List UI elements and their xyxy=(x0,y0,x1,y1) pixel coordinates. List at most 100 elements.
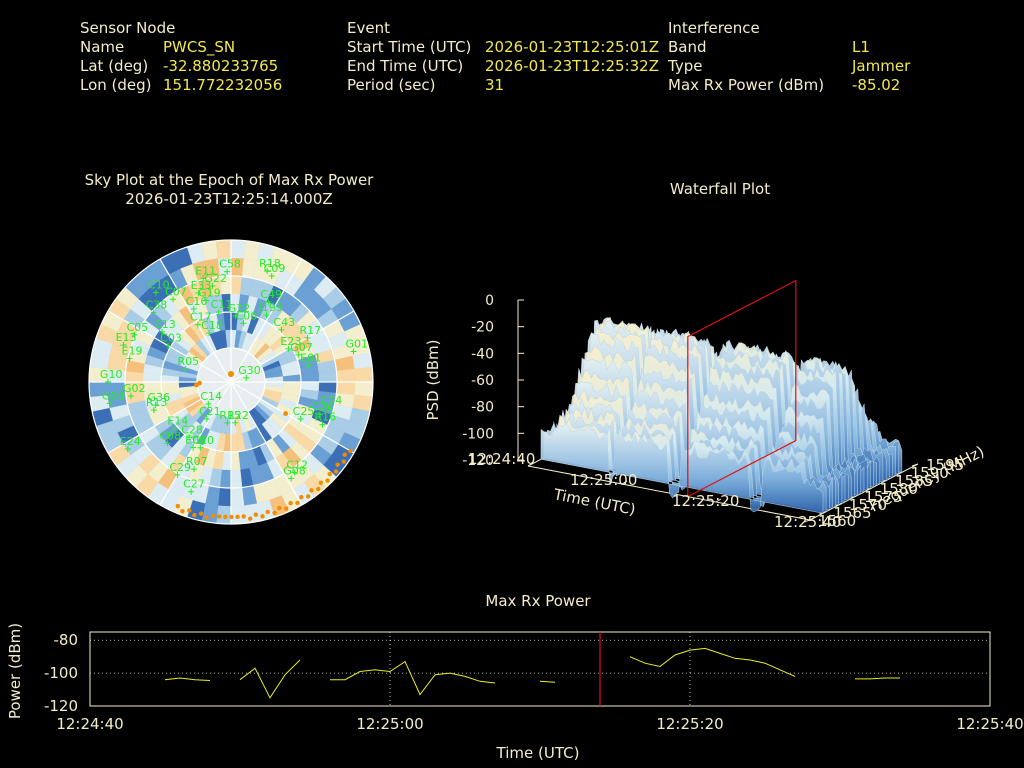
satellite-marker: E19 xyxy=(122,345,143,362)
sky-cell xyxy=(354,381,374,398)
obstruction-point xyxy=(198,511,204,516)
event-start-value: 2026-01-23T12:25:01Z xyxy=(485,38,659,56)
satellite-label: J193 xyxy=(258,301,283,314)
power-trace-segment xyxy=(434,672,496,684)
sky-cell xyxy=(215,239,232,259)
sky-cell xyxy=(230,239,247,259)
satellite-label: C07 xyxy=(165,285,187,298)
obstruction-point xyxy=(229,514,234,520)
satellite-marker: C17 xyxy=(190,311,212,328)
waterfall-floor-edge xyxy=(527,465,811,521)
waterfall-frequency-tick: 1585 xyxy=(895,472,933,490)
satellite-marker: R13 xyxy=(146,396,168,414)
satellite-marker: G08 xyxy=(283,464,306,482)
event-end-value: 2026-01-23T12:25:32Z xyxy=(485,57,659,75)
sky-plot-title: Sky Plot at the Epoch of Max Rx Power xyxy=(84,171,374,189)
sensor-lon-label: Lon (deg) xyxy=(80,76,152,94)
satellite-marker: C08 xyxy=(159,429,181,447)
obstruction-point xyxy=(217,514,222,519)
sky-cell xyxy=(318,370,338,383)
interference-type-value: Jammer xyxy=(852,57,911,75)
satellite-marker: C58 xyxy=(219,258,241,275)
satellite-marker: E24 xyxy=(120,435,141,453)
sky-azimuth-spoke xyxy=(159,381,232,506)
obstruction-point xyxy=(283,411,289,416)
satellite-marker: G07 xyxy=(290,341,313,358)
satellite-label: C27 xyxy=(183,478,205,491)
obstruction-point xyxy=(305,494,311,499)
satellite-label: E11 xyxy=(195,264,216,277)
satellite-label: E06 xyxy=(185,434,206,447)
satellite-label: R22 xyxy=(227,409,249,422)
satellite-label: E13 xyxy=(116,331,137,344)
satellite-marker: G03 xyxy=(102,389,124,407)
satellite-label: C03 xyxy=(160,332,182,345)
obstruction-point xyxy=(272,510,277,516)
satellite-marker: C29 xyxy=(169,461,191,478)
satellite-label: C08 xyxy=(159,429,181,442)
psd-axis-label: PSD (dBm) xyxy=(424,339,442,420)
psd-tick-label: -100 xyxy=(462,426,494,442)
sky-azimuth-spoke xyxy=(107,381,232,454)
satellite-label: G22 xyxy=(204,272,227,285)
satellite-marker: C10 xyxy=(148,279,170,296)
power-tick-label: -120 xyxy=(44,697,78,715)
sky-azimuth-spoke xyxy=(230,310,355,383)
obstruction-point xyxy=(180,508,185,514)
satellite-marker: G22 xyxy=(204,272,227,289)
obstruction-point xyxy=(288,500,293,506)
obstruction-point xyxy=(265,509,270,515)
psd-tick-label: -120 xyxy=(462,453,494,469)
obstruction-point xyxy=(318,480,324,485)
time-tick-label: 12:25:00 xyxy=(356,715,423,733)
obstruction-point xyxy=(187,508,192,513)
satellite-label: G07 xyxy=(290,341,313,354)
obstruction-point xyxy=(316,486,321,492)
obstruction-point xyxy=(204,515,209,521)
obstruction-point xyxy=(277,505,282,511)
satellite-marker: E01 xyxy=(300,352,321,369)
interference-heading: Interference xyxy=(668,19,760,37)
satellite-label: C28 xyxy=(181,423,203,436)
satellite-marker: E13 xyxy=(116,331,137,349)
satellite-label: R05 xyxy=(178,355,200,368)
waterfall-epoch-plane xyxy=(687,279,797,498)
satellite-marker: C14 xyxy=(200,390,222,407)
psd-tick-label: -40 xyxy=(471,346,494,362)
waterfall-frequency-tick: 1575 xyxy=(864,488,902,506)
satellite-marker: G19 xyxy=(198,287,221,304)
satellite-label: G19 xyxy=(198,287,221,300)
sky-azimuth-spoke xyxy=(230,381,355,454)
time-tick-label: 12:25:40 xyxy=(956,715,1023,733)
psd-tick-label: -60 xyxy=(471,373,494,389)
satellite-marker: C05 xyxy=(127,321,148,338)
satellite-marker: E11 xyxy=(195,264,216,282)
satellite-label: E19 xyxy=(122,345,143,358)
satellite-label: G32 xyxy=(228,302,251,315)
satellite-marker: C20 xyxy=(192,434,214,451)
satellite-label: C14 xyxy=(200,390,222,403)
satellite-marker: C04 xyxy=(321,394,342,412)
satellite-label: C49 xyxy=(260,288,282,301)
satellite-label: G08 xyxy=(283,464,306,477)
event-period-label: Period (sec) xyxy=(347,76,436,94)
satellite-marker: R15 xyxy=(219,409,241,426)
event-period-value: 31 xyxy=(485,76,505,94)
waterfall-frequency-tick: 1590 xyxy=(911,464,949,482)
power-trace-segment xyxy=(855,677,900,680)
obstruction-point xyxy=(341,459,346,464)
satellite-label: G30 xyxy=(238,364,261,377)
satellite-label: R16 xyxy=(315,411,337,424)
interference-type-label: Type xyxy=(668,57,703,75)
satellite-label: C09 xyxy=(264,262,286,275)
obstruction-point xyxy=(248,516,253,521)
satellite-label: E01 xyxy=(300,352,321,365)
obstruction-point xyxy=(228,371,234,377)
sky-azimuth-spoke xyxy=(230,381,303,506)
satellite-marker: E06 xyxy=(185,434,206,451)
satellite-label: C58 xyxy=(219,258,241,271)
satellite-marker: R07 xyxy=(186,455,208,473)
obstruction-point xyxy=(299,495,304,500)
obstruction-point xyxy=(235,514,240,520)
